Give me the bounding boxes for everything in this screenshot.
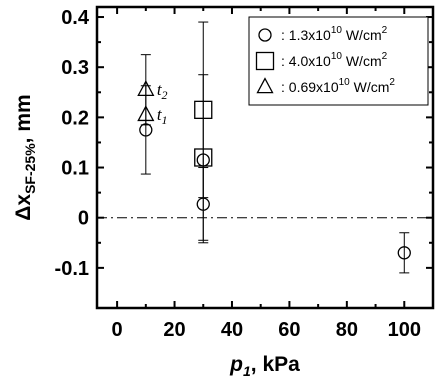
legend-label-unit-exponent: 2 [389, 77, 395, 88]
legend-label-unit: W/cm [350, 79, 390, 95]
circle-marker [139, 123, 153, 137]
legend-label-unit: W/cm [342, 53, 382, 69]
x-tick-label: 100 [388, 319, 421, 341]
y-axis-label-rest: , mm [12, 94, 35, 143]
x-axis-label: p1, kPa [229, 353, 300, 379]
x-axis-label-main: p [229, 353, 243, 376]
point-annotation-main: t [157, 80, 163, 99]
legend-label-unit: W/cm [342, 27, 382, 43]
plot-frame [95, 5, 435, 310]
legend-square-marker [255, 51, 275, 71]
point-annotation: t1 [157, 105, 168, 127]
point-annotation-main: t [157, 105, 163, 124]
circle-marker [196, 197, 210, 211]
x-tick-label: 0 [112, 319, 123, 341]
x-axis-label-sub: 1 [243, 363, 251, 379]
y-axis-label: ΔxSF-25%, mm [12, 94, 38, 220]
legend-label-unit-exponent: 2 [382, 25, 388, 36]
legend-label-exponent: 10 [331, 51, 343, 62]
legend-entry-label: : 4.0x1010 W/cm2 [281, 51, 388, 69]
y-tick-label: 0.1 [61, 158, 89, 180]
y-tick-label: 0.3 [61, 57, 89, 79]
legend-label-prefix: : 0.69x10 [281, 79, 339, 95]
x-axis-label-rest: , kPa [251, 353, 300, 376]
x-tick-label: 60 [278, 319, 300, 341]
legend-box [248, 16, 429, 106]
y-tick-label: 0.4 [61, 7, 90, 29]
legend-label-exponent: 10 [331, 25, 343, 36]
x-tick-label: 40 [221, 319, 243, 341]
triangle-marker [137, 79, 155, 97]
legend: : 1.3x1010 W/cm2: 4.0x1010 W/cm2: 0.69x1… [248, 16, 429, 106]
y-tick-label: 0 [78, 208, 89, 230]
y-axis-label-pre: Δx [12, 194, 35, 221]
x-tick-label: 20 [163, 319, 185, 341]
legend-entry-label: : 0.69x1010 W/cm2 [281, 77, 395, 95]
tick-labels-layer: 0 20 40 60 80 100 -0.1 0 0.1 0.2 0.3 0.4 [55, 7, 421, 341]
point-annotation-sub: 1 [162, 113, 168, 127]
y-tick-label: 0.2 [61, 107, 89, 129]
legend-label-prefix: : 4.0x10 [281, 53, 331, 69]
legend-entry-label: : 1.3x1010 W/cm2 [281, 25, 388, 43]
error-bars-layer [140, 21, 410, 274]
markers-layer [137, 79, 411, 260]
square-marker [194, 100, 213, 119]
legend-label-unit-exponent: 2 [382, 51, 388, 62]
legend-circle-marker [258, 28, 272, 42]
x-tick-label: 80 [336, 319, 358, 341]
axis-ticks-layer [97, 7, 433, 308]
legend-label-exponent: 10 [339, 77, 351, 88]
legend-triangle-marker [256, 77, 274, 94]
y-axis-label-sub: SF-25% [22, 143, 38, 194]
point-annotation: t2 [157, 80, 168, 102]
y-tick-label: -0.1 [55, 258, 89, 280]
circle-marker [397, 246, 411, 260]
triangle-marker [137, 105, 155, 122]
point-annotation-sub: 2 [162, 88, 168, 102]
legend-label-prefix: : 1.3x10 [281, 27, 331, 43]
square-marker [194, 148, 213, 167]
